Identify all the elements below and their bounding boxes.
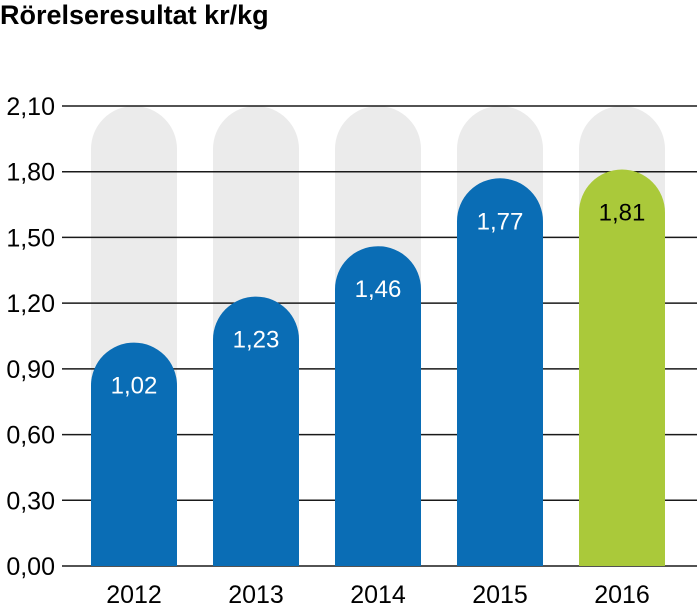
- y-tick-label: 0,60: [6, 422, 55, 450]
- bar-2013: [213, 296, 299, 566]
- bar-2016: [579, 169, 665, 566]
- y-tick-label: 0,00: [6, 553, 55, 581]
- x-tick-label-2013: 2013: [228, 581, 284, 606]
- x-axis-tick-labels: 2012 2013 2014 2015 2016: [106, 581, 650, 606]
- y-tick-label: 0,90: [6, 356, 55, 384]
- x-tick-label-2012: 2012: [106, 581, 162, 606]
- bars: [91, 169, 665, 567]
- x-tick-label-2016: 2016: [594, 581, 650, 606]
- y-tick-label: 1,80: [6, 159, 55, 187]
- x-tick-label-2015: 2015: [472, 581, 528, 606]
- y-axis-tick-labels: 0,00 0,30 0,60 0,90 1,20 1,50 1,80 2,10: [6, 93, 55, 581]
- value-label-2016: 1,81: [599, 200, 646, 227]
- y-tick-label: 2,10: [6, 93, 55, 121]
- chart-title: Rörelseresultat kr/kg: [0, 0, 269, 30]
- y-tick-label: 1,50: [6, 224, 55, 252]
- bar-2014: [335, 246, 421, 566]
- y-tick-label: 1,20: [6, 290, 55, 318]
- y-tick-label: 0,30: [6, 487, 55, 515]
- x-tick-label-2014: 2014: [350, 581, 406, 606]
- bar-2012: [91, 342, 177, 566]
- value-label-2013: 1,23: [233, 327, 280, 354]
- value-label-2012: 1,02: [111, 373, 158, 400]
- value-label-2015: 1,77: [477, 208, 524, 235]
- value-label-2014: 1,46: [355, 276, 402, 303]
- bar-2015: [457, 178, 543, 567]
- value-labels: 1,02 1,23 1,46 1,77 1,81: [111, 200, 646, 400]
